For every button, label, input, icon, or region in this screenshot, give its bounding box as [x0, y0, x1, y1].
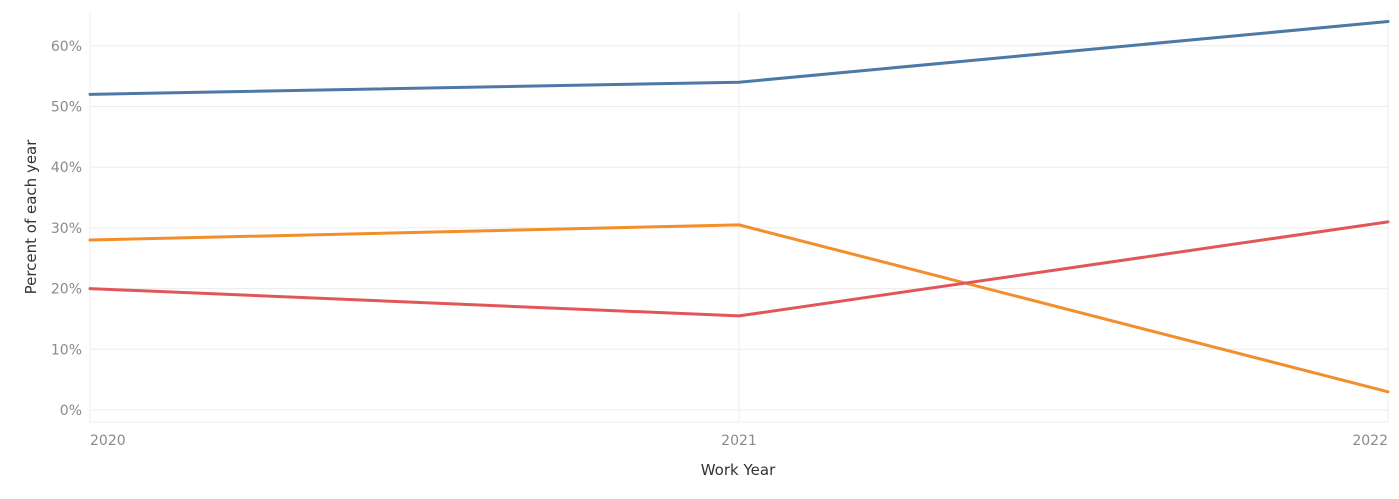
- x-tick-label: 2021: [721, 433, 757, 449]
- y-tick-label: 40%: [51, 160, 82, 176]
- y-tick-label: 60%: [51, 39, 82, 55]
- y-tick-label: 20%: [51, 282, 82, 298]
- y-tick-label: 50%: [51, 100, 82, 116]
- x-axis-ticks: 2020 2021 2022: [90, 433, 1388, 449]
- y-tick-label: 10%: [51, 342, 82, 358]
- y-tick-label: 30%: [51, 221, 82, 237]
- series-layer: [88, 20, 1390, 394]
- x-tick-label: 2020: [90, 433, 126, 449]
- y-axis-title: Percent of each year: [22, 139, 40, 295]
- x-tick-label: 2022: [1352, 433, 1388, 449]
- x-axis-title: Work Year: [701, 461, 776, 479]
- y-axis-ticks: 0% 10% 20% 30% 40% 50% 60%: [51, 39, 82, 419]
- y-tick-label: 0%: [60, 403, 82, 419]
- grid-layer: [89, 12, 1389, 423]
